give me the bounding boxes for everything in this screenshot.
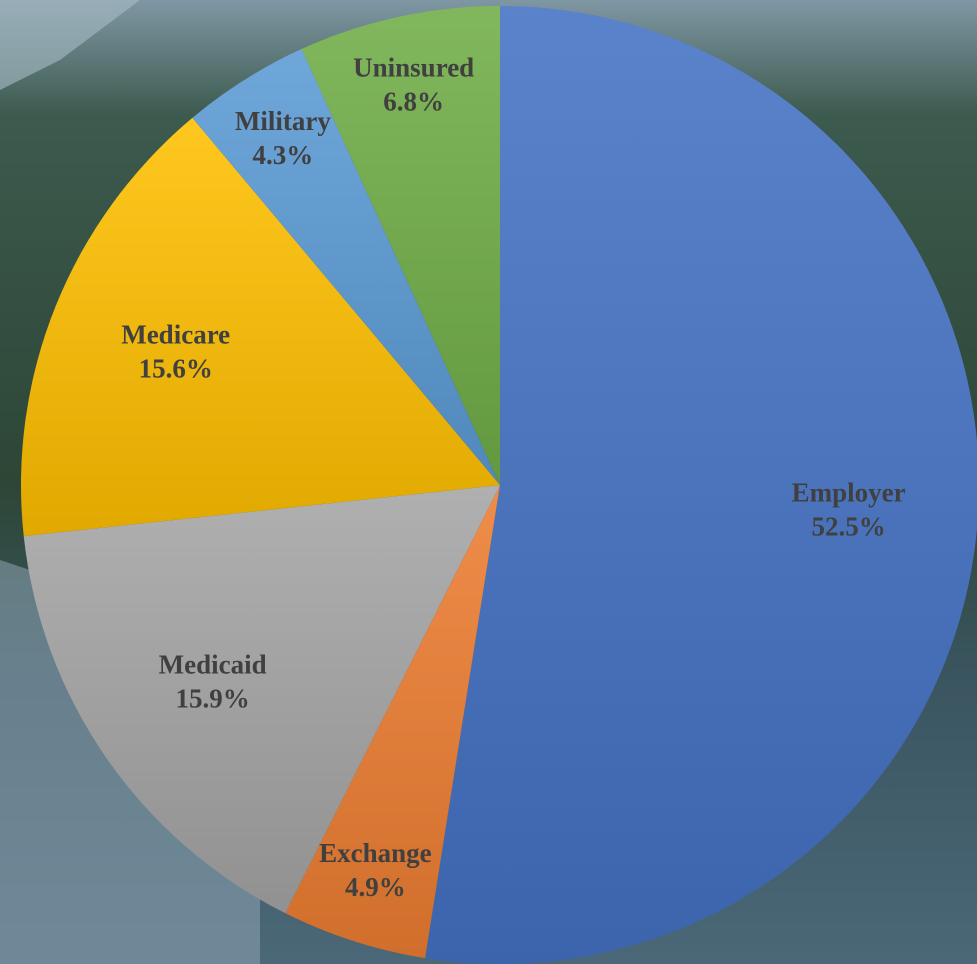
slice-label: Exchange (319, 838, 432, 868)
slice-label: Military (235, 106, 331, 136)
slice-label: Medicare (121, 319, 230, 349)
slice-label: Employer (792, 478, 906, 508)
value-label: 15.6% (139, 353, 213, 383)
value-label: 4.9% (345, 872, 406, 902)
value-label: 52.5% (811, 512, 885, 542)
value-label: 15.9% (176, 683, 250, 713)
labels: Employer 52.5% Exchange 4.9% Medicaid 15.9% Me… (121, 52, 905, 902)
value-label: 6.8% (383, 86, 444, 116)
sky (0, 0, 140, 90)
value-label: 4.3% (253, 140, 314, 170)
slice-label: Medicaid (159, 649, 267, 679)
slice-label: Uninsured (353, 52, 474, 82)
